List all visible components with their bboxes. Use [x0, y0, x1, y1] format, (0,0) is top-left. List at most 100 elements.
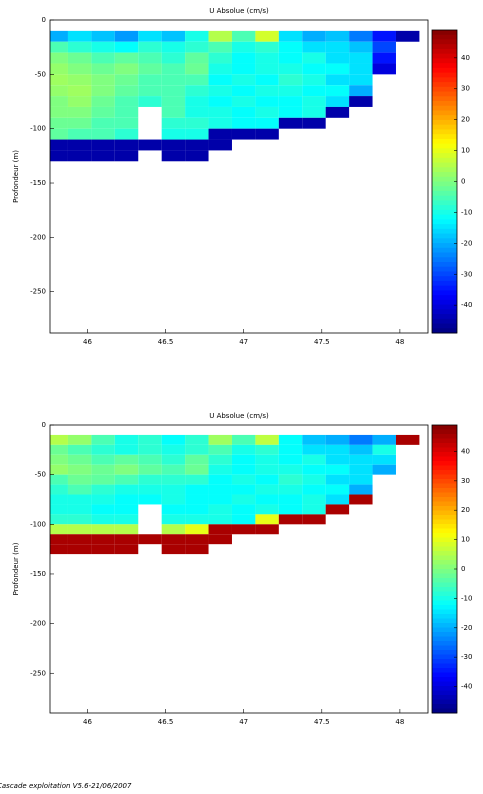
heat-cell: [91, 150, 115, 162]
heat-cell: [161, 74, 186, 86]
heat-cell: [185, 139, 209, 151]
colorbar-step: [432, 304, 457, 310]
heat-cell: [67, 117, 92, 129]
heat-cell: [67, 534, 92, 545]
colorbar-step: [432, 105, 457, 111]
colorbar-step: [432, 318, 457, 325]
heat-cell: [255, 117, 279, 129]
heat-cell: [349, 96, 373, 107]
heat-cell: [208, 474, 232, 485]
heat-cell: [161, 139, 186, 151]
plot-frame: [49, 19, 429, 334]
heat-cell: [231, 41, 256, 53]
colorbar-step: [432, 63, 457, 69]
heat-cell: [91, 96, 115, 107]
colorbar-tick-label: -10: [461, 208, 472, 216]
y-tick-label: -150: [30, 179, 46, 187]
colorbar-step: [432, 195, 457, 201]
heat-cell: [67, 52, 92, 64]
colorbar-step: [432, 280, 457, 287]
heat-cell: [208, 52, 232, 64]
colorbar-step: [432, 233, 457, 239]
colorbar-step: [432, 190, 457, 197]
colorbar-step: [432, 72, 457, 78]
heat-cell: [161, 106, 186, 118]
colorbar-tick-label: 30: [461, 85, 470, 93]
y-tick-label: -200: [30, 233, 46, 241]
heat-cell: [278, 474, 303, 485]
heat-cell: [255, 30, 279, 42]
heat-cell: [255, 444, 279, 455]
colorbar-step: [432, 82, 457, 88]
heat-cell: [161, 514, 186, 525]
heat-cell: [50, 63, 68, 75]
heat-cell: [325, 494, 350, 505]
colorbar-step: [432, 119, 457, 126]
colorbar-tick-label: -40: [461, 301, 472, 309]
colorbar-step: [432, 632, 457, 637]
heat-cell: [185, 504, 209, 515]
colorbar-tick-label: 0: [461, 565, 465, 573]
heat-cell: [67, 524, 92, 535]
heat-cell: [91, 454, 115, 465]
x-tick-label: 46: [83, 338, 92, 346]
heat-cell: [67, 150, 92, 162]
colorbar-step: [432, 537, 457, 543]
colorbar-tick-label: -20: [461, 239, 472, 247]
colorbar-step: [432, 573, 457, 579]
footer: Cascade exploitation V5.6-21/06/2007: [0, 782, 132, 790]
heat-cell: [161, 150, 186, 162]
heat-cell: [161, 41, 186, 53]
heat-cell: [114, 534, 139, 545]
heat-cell: [67, 464, 92, 475]
heat-cell: [114, 150, 139, 162]
colorbar-step: [432, 663, 457, 669]
colorbar-step: [432, 497, 457, 502]
heat-cell: [185, 474, 209, 485]
colorbar-step: [432, 515, 457, 520]
colorbar-tick-label: 30: [461, 477, 470, 485]
heat-cell: [91, 128, 115, 140]
heat-cell: [138, 30, 162, 42]
heat-cell: [255, 524, 279, 535]
heat-cell: [278, 117, 303, 129]
heat-cell: [67, 444, 92, 455]
colorbar-step: [432, 690, 457, 696]
heat-cell: [50, 434, 68, 445]
colorbar-step: [432, 176, 457, 182]
colorbar-step: [432, 172, 457, 178]
colorbar-step: [432, 39, 457, 45]
colorbar-step: [432, 672, 457, 678]
colorbar-step: [432, 510, 457, 516]
heat-cell: [67, 474, 92, 485]
heat-cell: [114, 494, 139, 505]
colorbar-step: [432, 309, 457, 315]
colorbar-step: [432, 546, 457, 552]
heat-cell: [185, 444, 209, 455]
heat-cell: [208, 484, 232, 495]
heat-cell: [231, 30, 256, 42]
colorbar-step: [432, 290, 457, 296]
heat-cell: [349, 474, 373, 485]
heat-cell: [138, 534, 162, 545]
x-tick-label: 46: [83, 718, 92, 726]
colorbar-step: [432, 533, 457, 538]
heat-cell: [67, 514, 92, 525]
colorbar-step: [432, 591, 457, 597]
x-tick-label: 46.5: [158, 338, 174, 346]
colorbar-step: [432, 295, 457, 301]
heat-cell: [395, 30, 420, 42]
colorbar-tick-label: -30: [461, 270, 472, 278]
heat-cell: [349, 85, 373, 97]
heat-cell: [278, 444, 303, 455]
colorbar-step: [432, 524, 457, 529]
heat-cell: [278, 41, 303, 53]
heat-cell: [91, 474, 115, 485]
heat-cell: [91, 106, 115, 118]
heat-cell: [138, 85, 162, 97]
heat-cell: [302, 474, 326, 485]
heat-cell: [208, 85, 232, 97]
colorbar-step: [432, 528, 457, 534]
colorbar-step: [432, 328, 457, 334]
